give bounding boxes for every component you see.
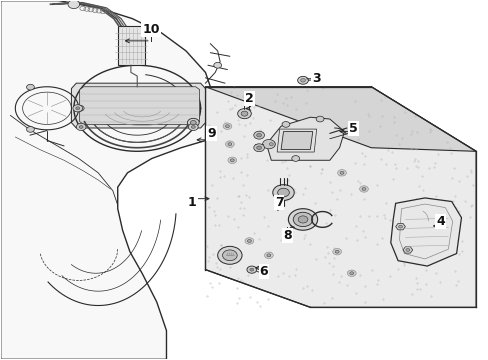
Circle shape: [188, 123, 198, 131]
Circle shape: [277, 188, 289, 197]
Circle shape: [187, 118, 199, 127]
Circle shape: [76, 107, 80, 110]
Circle shape: [249, 268, 253, 271]
Circle shape: [272, 185, 294, 201]
Circle shape: [269, 143, 273, 145]
Polygon shape: [266, 117, 344, 160]
Circle shape: [191, 126, 195, 129]
Circle shape: [225, 141, 234, 147]
Polygon shape: [395, 224, 405, 230]
Circle shape: [361, 188, 365, 190]
Circle shape: [217, 246, 242, 264]
Circle shape: [253, 144, 264, 152]
Polygon shape: [402, 247, 412, 253]
Circle shape: [256, 134, 261, 137]
Circle shape: [298, 216, 307, 223]
Circle shape: [291, 156, 299, 161]
Circle shape: [332, 248, 341, 255]
Circle shape: [68, 0, 80, 9]
Text: 7: 7: [274, 197, 283, 210]
Circle shape: [76, 105, 84, 111]
Bar: [118, 26, 144, 65]
Circle shape: [26, 126, 34, 132]
Circle shape: [264, 252, 273, 258]
Polygon shape: [205, 87, 475, 307]
Polygon shape: [281, 132, 312, 149]
Circle shape: [244, 238, 253, 244]
Circle shape: [266, 141, 275, 147]
Circle shape: [297, 76, 308, 84]
Circle shape: [282, 122, 289, 127]
Text: 8: 8: [283, 229, 291, 242]
Polygon shape: [80, 87, 199, 125]
Polygon shape: [205, 87, 475, 151]
Circle shape: [247, 239, 251, 242]
Circle shape: [334, 250, 338, 253]
Text: 3: 3: [311, 72, 320, 85]
Circle shape: [73, 105, 82, 112]
Circle shape: [266, 254, 270, 257]
Circle shape: [349, 272, 353, 275]
Text: 9: 9: [206, 127, 215, 140]
Circle shape: [398, 225, 402, 228]
Circle shape: [237, 109, 251, 119]
Circle shape: [225, 125, 229, 128]
Circle shape: [346, 270, 355, 276]
Circle shape: [337, 170, 346, 176]
Text: 10: 10: [142, 23, 159, 36]
Polygon shape: [390, 198, 461, 266]
Circle shape: [190, 121, 196, 125]
Text: 5: 5: [348, 122, 357, 135]
Circle shape: [76, 123, 86, 131]
Circle shape: [253, 131, 264, 139]
Text: 4: 4: [435, 215, 444, 229]
Circle shape: [230, 159, 234, 162]
Polygon shape: [0, 1, 215, 359]
Circle shape: [213, 62, 221, 68]
Text: 6: 6: [259, 265, 268, 278]
Circle shape: [293, 212, 312, 226]
Circle shape: [79, 126, 83, 129]
Circle shape: [256, 146, 261, 149]
Circle shape: [227, 157, 236, 163]
Circle shape: [359, 186, 367, 192]
Circle shape: [288, 209, 317, 230]
Circle shape: [339, 171, 343, 174]
Circle shape: [246, 266, 256, 273]
Circle shape: [241, 111, 247, 116]
Text: 1: 1: [187, 196, 196, 209]
Circle shape: [227, 143, 231, 145]
Circle shape: [405, 248, 409, 251]
Polygon shape: [71, 83, 205, 128]
Circle shape: [26, 84, 34, 90]
Circle shape: [316, 116, 324, 122]
Circle shape: [262, 139, 275, 149]
Circle shape: [223, 123, 231, 130]
Circle shape: [222, 250, 237, 261]
Text: 2: 2: [244, 92, 253, 105]
Circle shape: [300, 78, 305, 82]
